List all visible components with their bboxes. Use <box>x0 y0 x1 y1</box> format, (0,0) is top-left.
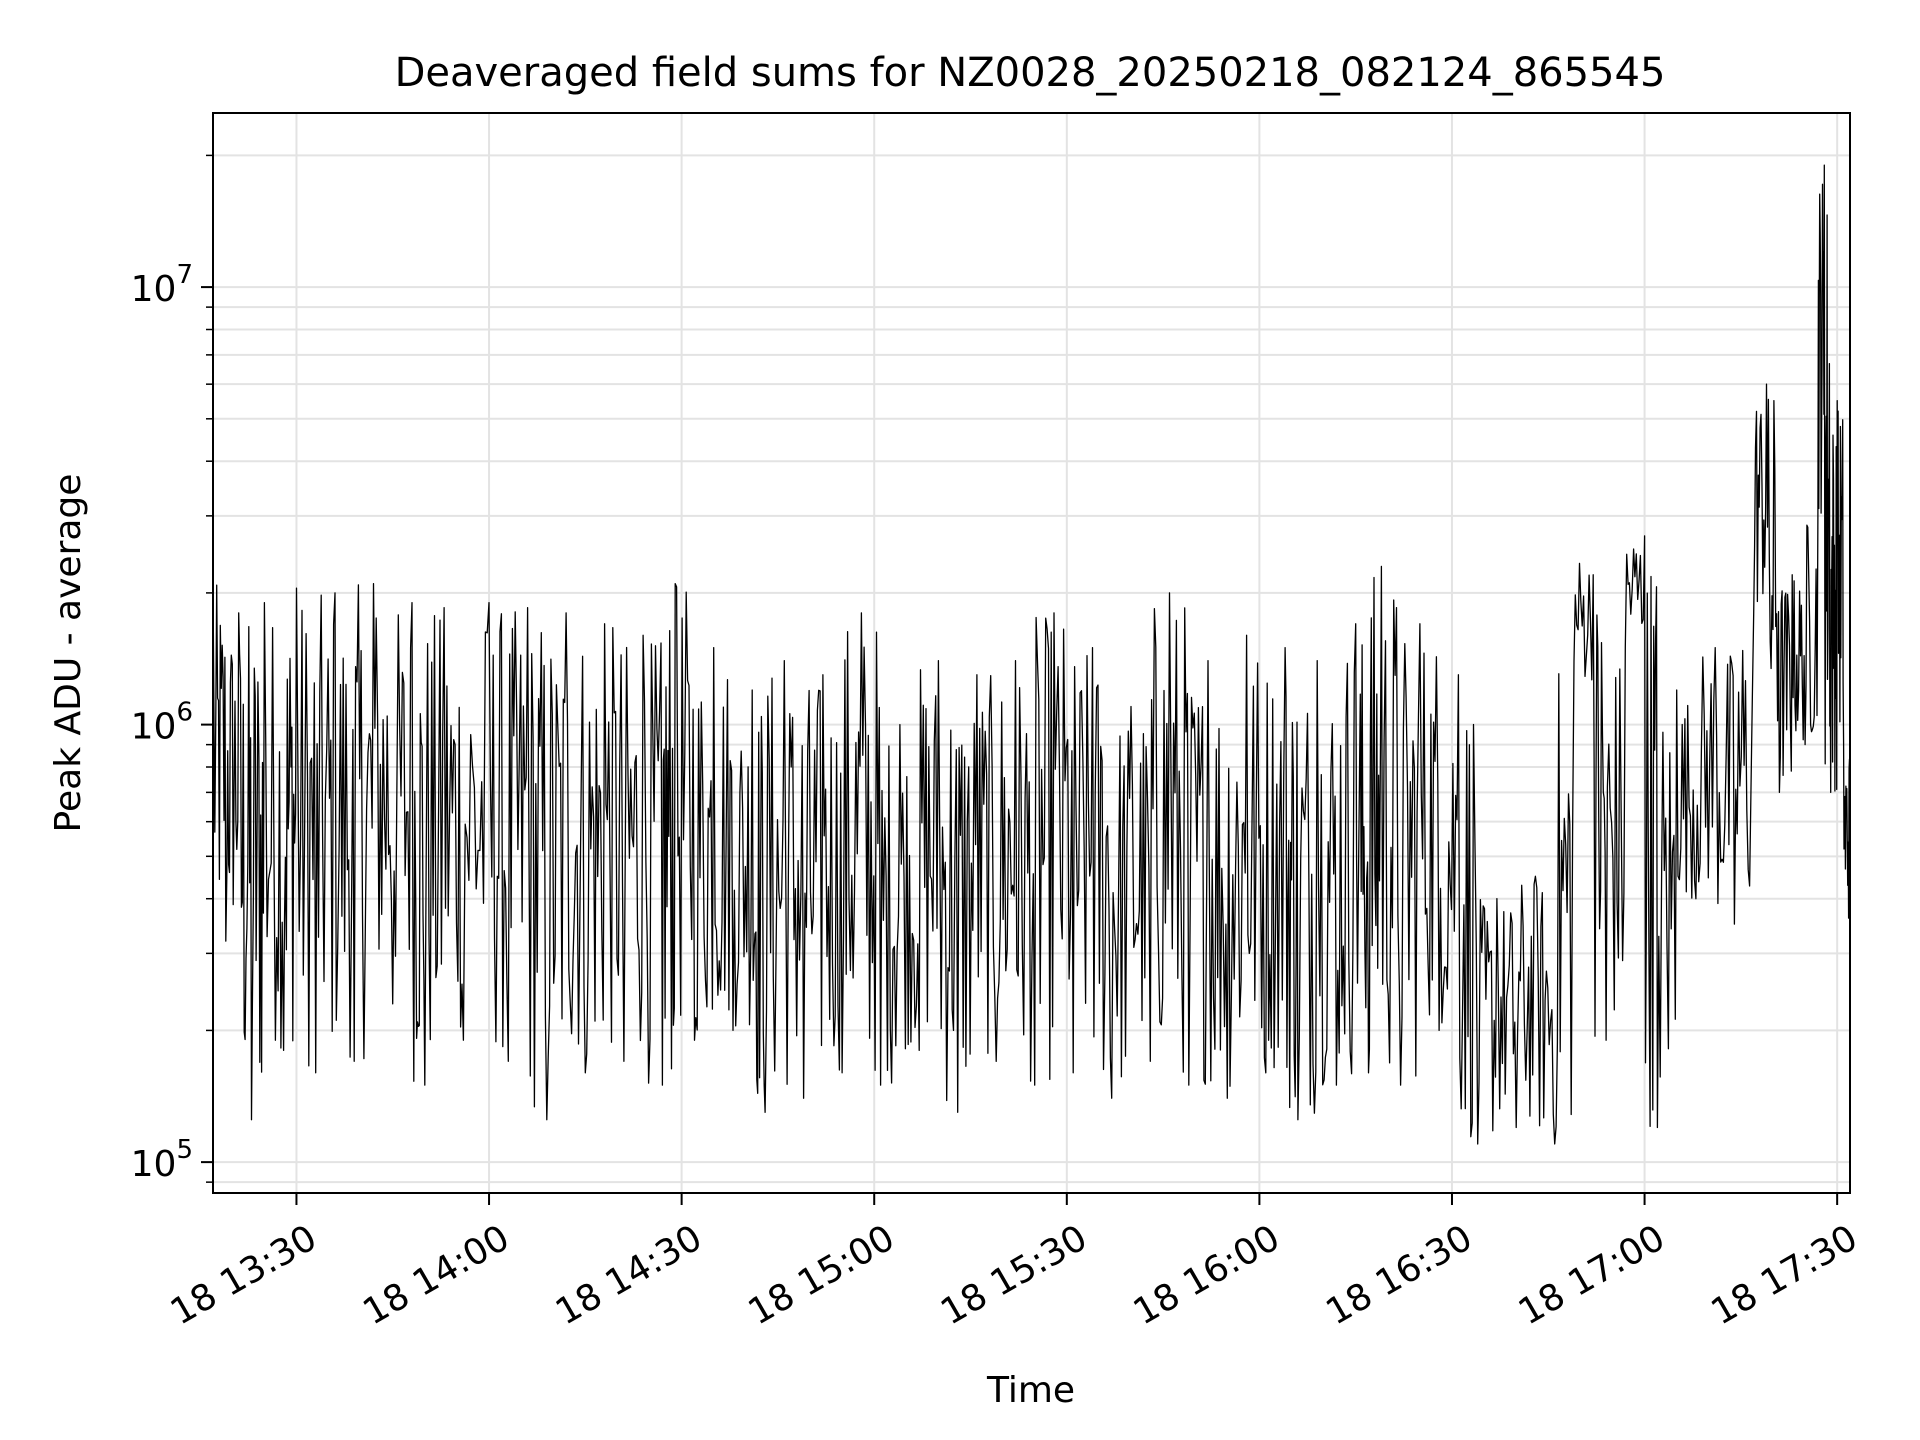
y-tick-label: 106 <box>131 698 193 748</box>
x-tick-label: 18 17:30 <box>1705 1217 1865 1333</box>
x-tick-label: 18 13:30 <box>164 1217 324 1333</box>
y-tick-label: 107 <box>131 260 193 310</box>
x-tick-label: 18 16:00 <box>1127 1217 1287 1333</box>
y-tick-exponent: 5 <box>176 1135 193 1165</box>
plot-frame <box>212 112 1851 1194</box>
x-tick-label: 18 17:00 <box>1512 1217 1672 1333</box>
x-tick-label: 18 15:30 <box>934 1217 1094 1333</box>
series-line <box>212 164 1851 1145</box>
y-tick-base: 10 <box>131 1144 177 1185</box>
x-tick-label: 18 15:00 <box>742 1217 902 1333</box>
y-tick-label: 105 <box>131 1135 193 1185</box>
line-layer <box>212 164 1851 1145</box>
x-tick-label: 18 16:30 <box>1319 1217 1479 1333</box>
y-tick-exponent: 7 <box>176 260 193 290</box>
y-tick-base: 10 <box>131 269 177 310</box>
y-tick-base: 10 <box>131 707 177 748</box>
x-tick-layer: 18 13:30 18 14:00 18 14:30 18 15:00 18 15:30… <box>164 1193 1865 1333</box>
y-axis-label: Peak ADU - average <box>48 474 89 833</box>
x-tick-label: 18 14:00 <box>356 1217 516 1333</box>
x-axis-label: Time <box>986 1370 1075 1411</box>
chart-title: Deaveraged field sums for NZ0028_2025021… <box>395 50 1666 96</box>
y-tick-exponent: 6 <box>176 698 193 728</box>
x-tick-label: 18 14:30 <box>549 1217 709 1333</box>
